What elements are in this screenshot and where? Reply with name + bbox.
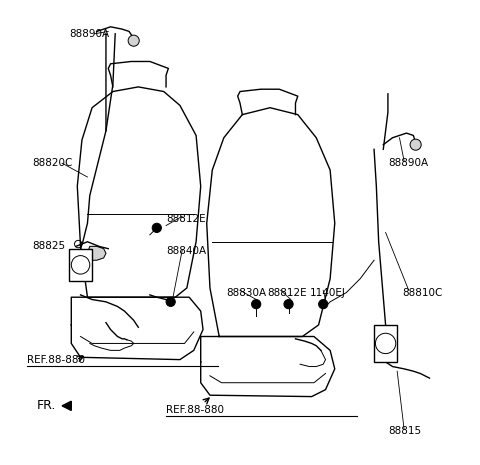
Circle shape [252, 299, 261, 309]
Bar [374, 325, 397, 362]
Circle shape [152, 223, 161, 232]
Text: 88890A: 88890A [388, 158, 428, 168]
Bar [69, 249, 92, 281]
Text: 88830A: 88830A [226, 287, 266, 298]
Text: 88812E: 88812E [166, 213, 205, 224]
Polygon shape [77, 87, 201, 297]
Text: FR.: FR. [36, 399, 56, 412]
Text: 88840A: 88840A [166, 246, 206, 256]
Text: 88825: 88825 [32, 241, 65, 252]
Circle shape [166, 297, 175, 306]
Polygon shape [72, 297, 203, 359]
Circle shape [284, 299, 293, 309]
Polygon shape [201, 337, 335, 397]
Text: 1140EJ: 1140EJ [309, 287, 345, 298]
Polygon shape [87, 246, 106, 260]
Circle shape [410, 139, 421, 150]
Text: REF.88-880: REF.88-880 [27, 355, 85, 365]
Polygon shape [207, 108, 335, 337]
Text: 88890A: 88890A [69, 29, 109, 39]
Circle shape [128, 35, 139, 46]
Text: 88810C: 88810C [402, 287, 442, 298]
Text: REF.88-880: REF.88-880 [166, 405, 224, 415]
Polygon shape [62, 401, 72, 411]
Circle shape [319, 299, 328, 309]
Text: 88815: 88815 [388, 426, 421, 436]
Text: 88820C: 88820C [32, 158, 72, 168]
Text: 88812E: 88812E [268, 287, 307, 298]
